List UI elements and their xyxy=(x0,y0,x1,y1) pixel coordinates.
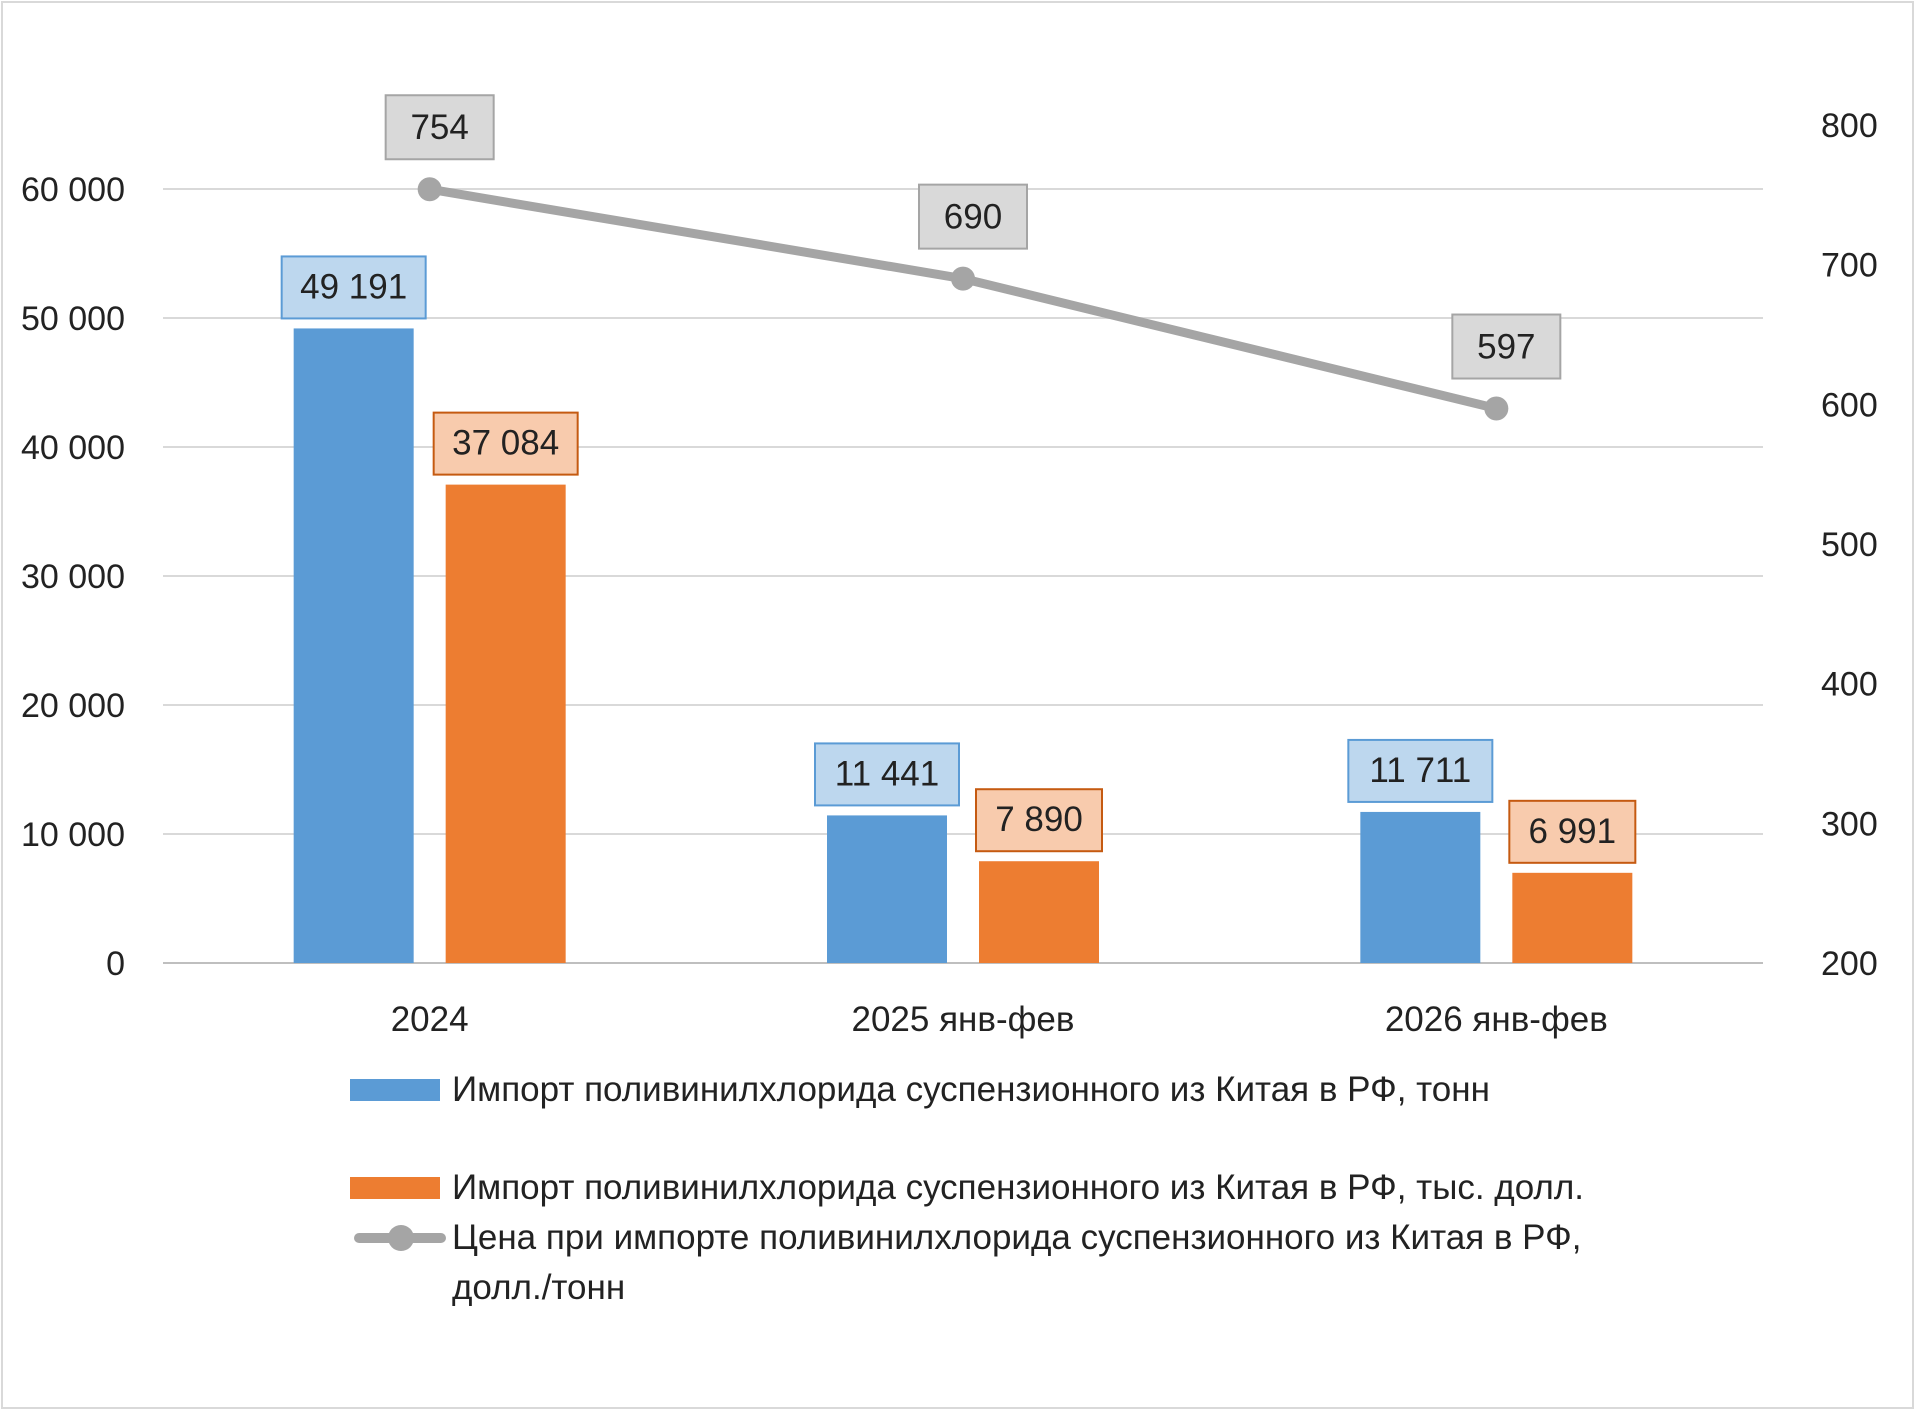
data-label-box xyxy=(1347,738,1494,803)
legend: Импорт поливинилхлорида суспензионного и… xyxy=(350,1065,1650,1313)
left-tick-label: 40 000 xyxy=(21,429,125,467)
data-label-box xyxy=(280,255,427,320)
price-label-box xyxy=(384,94,495,161)
legend-label-tons: Импорт поливинилхлорида суспензионного и… xyxy=(452,1070,1490,1109)
data-label: 37 084 xyxy=(452,424,559,463)
data-label-box xyxy=(814,742,960,807)
data-label-box xyxy=(975,788,1103,853)
category-label: 2026 янв-фев xyxy=(1385,1000,1608,1039)
legend-swatch-usd xyxy=(350,1177,440,1199)
right-tick-label: 300 xyxy=(1821,805,1878,843)
data-label-box xyxy=(432,411,579,476)
price-marker xyxy=(951,266,975,291)
right-tick-label: 400 xyxy=(1821,666,1878,704)
price-line xyxy=(417,177,1509,421)
bar xyxy=(1360,811,1481,963)
chart-svg: 0 10 000 20 000 30 000 40 000 50 000 60 000 20… xyxy=(21,94,1878,1039)
legend-swatch-tons xyxy=(350,1079,440,1101)
bar xyxy=(445,484,566,963)
category-labels: 2024 2025 янв-фев 2026 янв-фев xyxy=(391,1000,1608,1039)
data-label: 6 991 xyxy=(1529,812,1617,851)
price-marker xyxy=(417,177,442,202)
right-tick-label: 200 xyxy=(1821,945,1878,983)
legend-swatch-price xyxy=(350,1213,450,1263)
price-label: 597 xyxy=(1477,328,1535,367)
right-axis-ticks: 200 300 400 500 600 700 800 xyxy=(1821,107,1878,983)
price-label-box xyxy=(1451,313,1562,380)
data-label: 11 441 xyxy=(835,754,939,793)
price-label: 690 xyxy=(944,198,1002,237)
category-label: 2025 янв-фев xyxy=(852,1000,1075,1039)
bar xyxy=(1512,872,1633,963)
legend-label-price: Цена при импорте поливинилхлорида суспен… xyxy=(452,1218,1582,1307)
bars xyxy=(293,328,1633,963)
left-tick-label: 10 000 xyxy=(21,816,125,854)
price-label-box xyxy=(918,183,1028,250)
legend-label-usd: Импорт поливинилхлорида суспензионного и… xyxy=(452,1168,1584,1207)
left-tick-label: 0 xyxy=(106,945,125,983)
data-label: 11 711 xyxy=(1369,751,1471,790)
data-label: 49 191 xyxy=(300,267,407,306)
bar xyxy=(979,861,1099,963)
data-label: 7 890 xyxy=(995,800,1083,839)
right-tick-label: 500 xyxy=(1821,526,1878,564)
right-tick-label: 600 xyxy=(1821,386,1878,424)
left-tick-label: 60 000 xyxy=(21,171,125,209)
price-marker xyxy=(1484,396,1509,421)
left-axis-ticks: 0 10 000 20 000 30 000 40 000 50 000 60 000 xyxy=(21,171,125,983)
bar xyxy=(293,328,414,963)
left-tick-label: 30 000 xyxy=(21,558,125,596)
price-label: 754 xyxy=(410,108,468,147)
data-labels: 49 191 11 441 11 711 37 084 7 890 6 991 754 690… xyxy=(280,94,1637,864)
legend-item-price: Цена при импорте поливинилхлорида суспен… xyxy=(350,1213,1650,1313)
bar xyxy=(827,815,947,963)
category-label: 2024 xyxy=(391,1000,469,1039)
legend-item-usd: Импорт поливинилхлорида суспензионного и… xyxy=(350,1163,1650,1213)
data-label-box xyxy=(1508,799,1637,864)
legend-item-tons: Импорт поливинилхлорида суспензионного и… xyxy=(350,1065,1650,1115)
left-tick-label: 20 000 xyxy=(21,687,125,725)
right-tick-label: 700 xyxy=(1821,247,1878,285)
right-tick-label: 800 xyxy=(1821,107,1878,145)
left-tick-label: 50 000 xyxy=(21,300,125,338)
